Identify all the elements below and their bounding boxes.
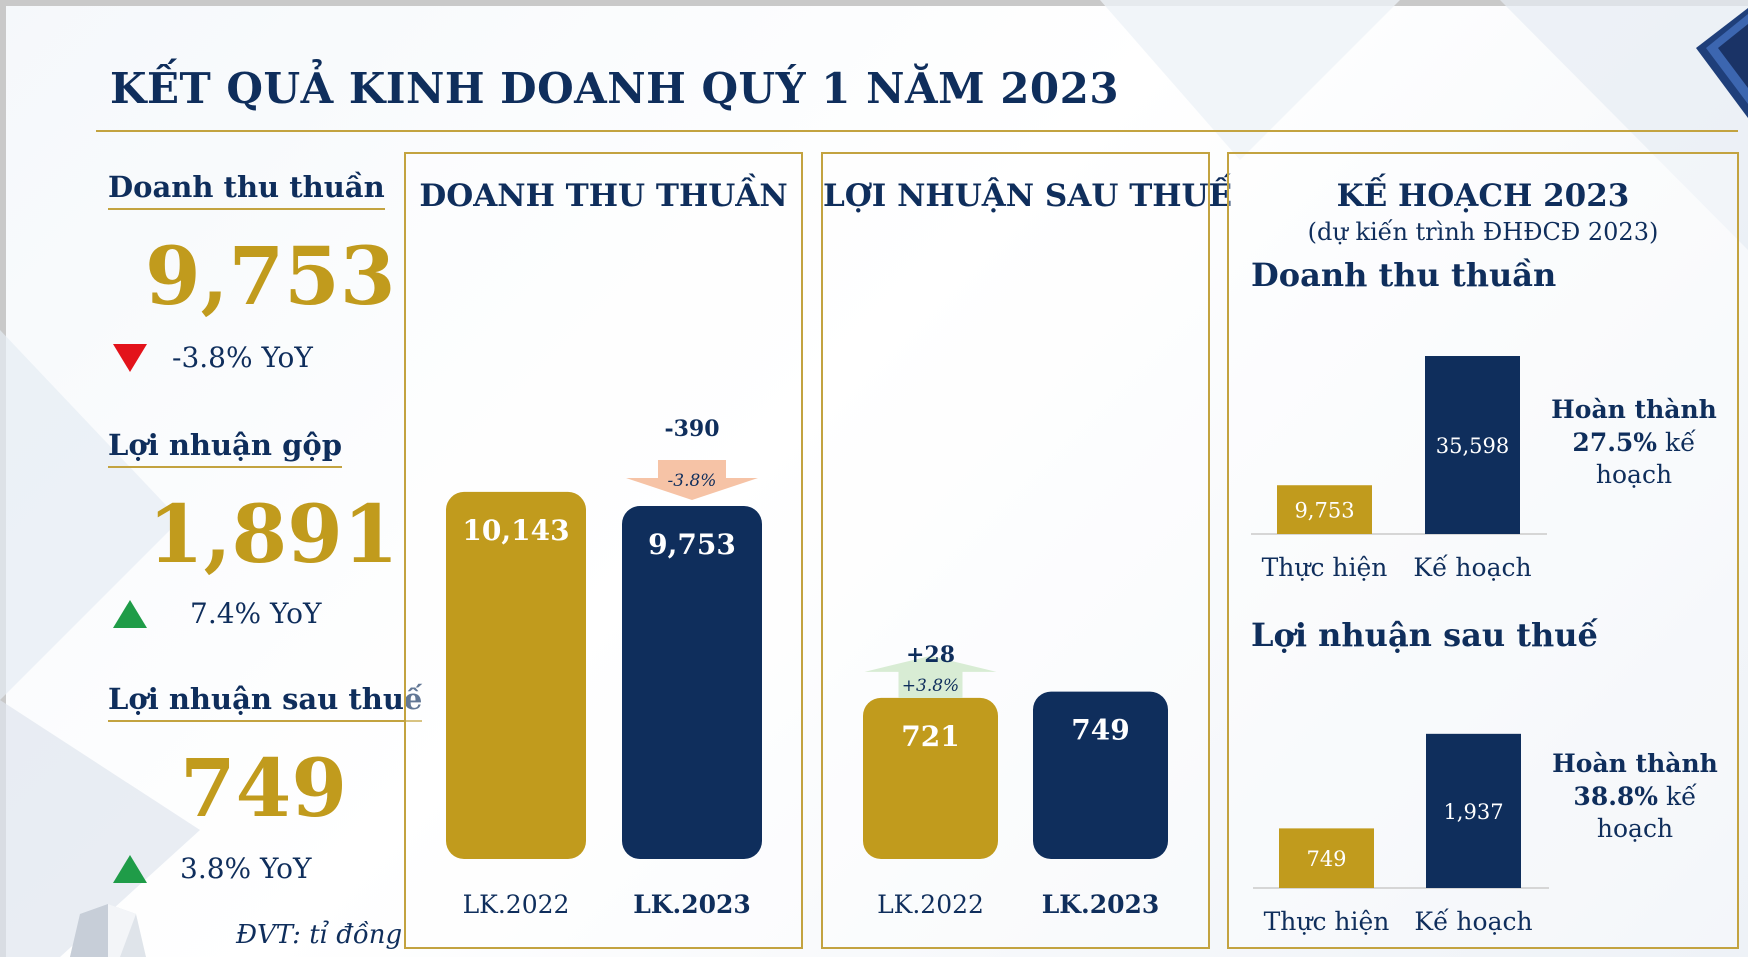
profit-panel: LỢI NHUẬN SAU THUẾ 721 LK.2022 749 LK.2023 +… (821, 152, 1233, 949)
category-label: Thực hiện (1264, 907, 1390, 936)
category-label: LK.2022 (877, 890, 984, 919)
category-label: Kế hoạch (1413, 553, 1531, 582)
completion-suffix: kế hoạch (1596, 781, 1697, 844)
kpi-net-profit-change: 3.8% YoY (180, 852, 312, 885)
plan-profit-heading: Lợi nhuận sau thuế (1251, 616, 1598, 654)
unit-note: ĐVT: tỉ đồng (236, 920, 403, 950)
bar-value-label: 749 (1306, 847, 1346, 871)
bar-value-label: 10,143 (462, 514, 569, 547)
category-label: LK.2023 (633, 890, 751, 919)
profit-chart: 721 LK.2022 749 LK.2023 +3.8% +28 (863, 642, 1168, 919)
up-arrow-icon (113, 855, 147, 883)
bar-value-label: 35,598 (1436, 434, 1509, 458)
completion-percent: 38.8% (1573, 781, 1659, 811)
bar-lk-2022 (863, 697, 998, 859)
top-border (0, 0, 1748, 6)
category-label: Kế hoạch (1414, 907, 1532, 936)
delta-percent: -3.8% (668, 471, 717, 491)
completion-suffix: kế hoạch (1595, 427, 1696, 490)
plan-panel-title: KẾ HOẠCH 2023 (1336, 178, 1630, 214)
kpi-gross-profit-value: 1,891 (148, 487, 399, 581)
delta-down-arrow (626, 460, 758, 501)
plan-bar-target (1425, 356, 1520, 534)
bar-value-label: 1,937 (1443, 800, 1503, 824)
diamond-icon (70, 904, 146, 957)
corner-gem-icon (1696, 8, 1748, 118)
bar-lk-2023 (622, 506, 762, 859)
revenue-panel: DOANH THU THUẦN 10,143 LK.2022 9,753 LK.202… (404, 152, 803, 949)
revenue-chart: 10,143 LK.2022 9,753 LK.2023 -3.8% -390 (446, 416, 762, 919)
revenue-completion-note: Hoàn thành 27.5% kế hoạch (1539, 394, 1729, 492)
up-arrow-icon (113, 600, 147, 628)
category-label: LK.2023 (1042, 890, 1160, 919)
bar-lk-2023 (1033, 691, 1168, 859)
plan-revenue-heading: Doanh thu thuần (1251, 256, 1557, 294)
title-rule (96, 130, 1738, 132)
plan-bar-actual (1277, 485, 1372, 534)
bar-value-label: 9,753 (648, 528, 736, 561)
completion-prefix: Hoàn thành (1551, 395, 1717, 424)
completion-percent: 27.5% (1572, 427, 1658, 457)
completion-prefix: Hoàn thành (1552, 749, 1718, 778)
kpi-revenue-value: 9,753 (145, 229, 396, 323)
kpi-gross-profit-change: 7.4% YoY (190, 597, 322, 630)
down-arrow-icon (113, 344, 147, 372)
bar-lk-2022 (446, 491, 586, 859)
delta-value: +28 (906, 642, 955, 668)
kpi-gross-profit-label: Lợi nhuận gộp (108, 428, 342, 468)
kpi-revenue-change: -3.8% YoY (172, 341, 313, 374)
bar-value-label: 749 (1071, 714, 1129, 747)
kpi-net-profit-label: Lợi nhuận sau thuế (108, 682, 423, 722)
delta-up-arrow (864, 655, 997, 698)
delta-percent: +3.8% (902, 676, 959, 696)
revenue-panel-title: DOANH THU THUẦN (419, 178, 788, 214)
profit-completion-note: Hoàn thành 38.8% kế hoạch (1540, 748, 1730, 846)
category-label: Thực hiện (1262, 553, 1388, 582)
kpi-revenue-label: Doanh thu thuần (108, 170, 385, 210)
profit-panel-title: LỢI NHUẬN SAU THUẾ (823, 178, 1233, 214)
delta-value: -390 (664, 416, 719, 442)
plan-charts: 9,753 Thực hiện 35,598 Kế hoạch 749 Thực hiện… (1251, 356, 1549, 936)
bar-value-label: 9,753 (1294, 499, 1354, 523)
category-label: LK.2022 (463, 890, 570, 919)
plan-bar-actual (1279, 828, 1374, 888)
plan-bar-target (1426, 733, 1521, 888)
plan-panel: KẾ HOẠCH 2023 (dự kiến trình ĐHĐCĐ 2023)… (1227, 152, 1739, 949)
page-title: KẾT QUẢ KINH DOANH QUÝ 1 NĂM 2023 (110, 64, 1120, 113)
bar-value-label: 721 (901, 720, 959, 753)
plan-panel-subtitle: (dự kiến trình ĐHĐCĐ 2023) (1307, 218, 1659, 246)
kpi-net-profit-value: 749 (180, 741, 347, 835)
